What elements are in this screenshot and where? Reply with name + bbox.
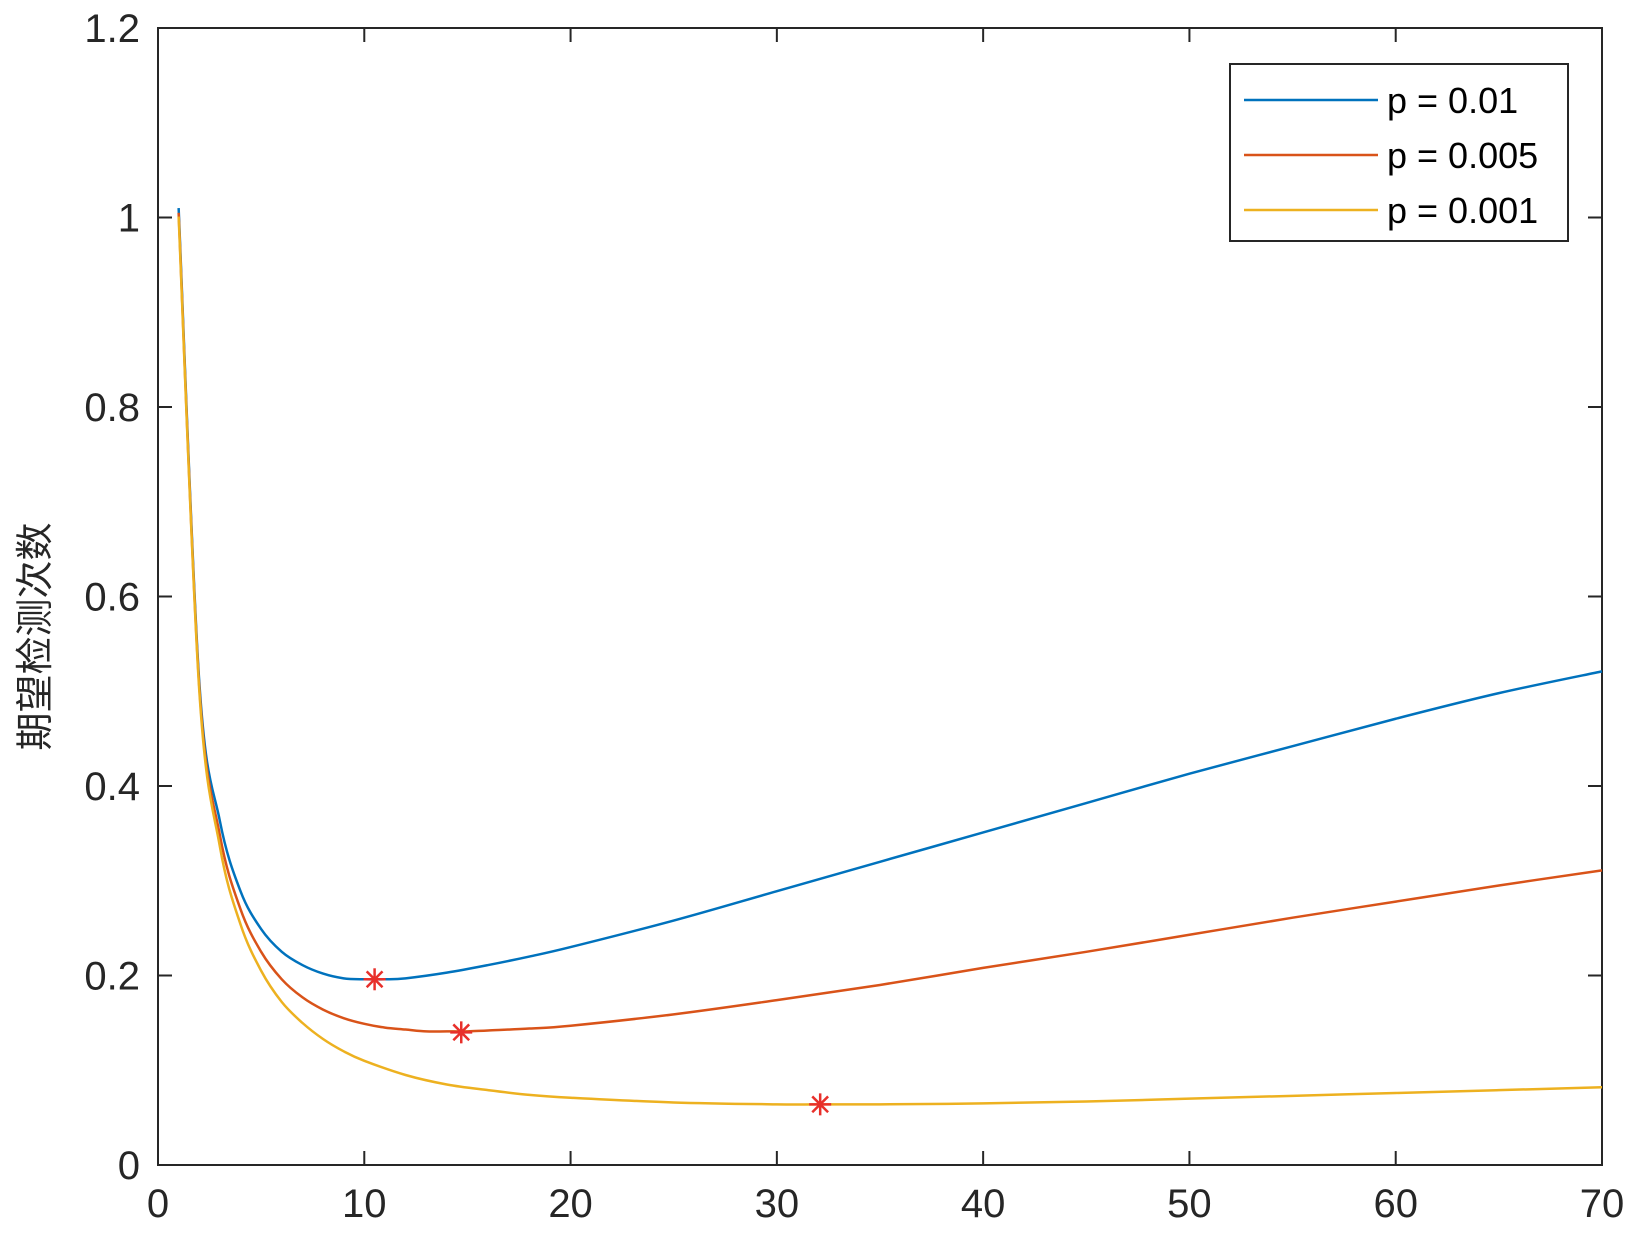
tick-labels: 0 10 20 30 40 50 60 70 0 0.2 0.4 0.6 0.8 1 1.2 xyxy=(84,7,1624,1226)
series-line-1 xyxy=(177,207,1603,981)
y-tick-label: 0 xyxy=(118,1144,140,1188)
x-tick-label: 30 xyxy=(755,1182,800,1226)
x-tick-label: 70 xyxy=(1580,1182,1625,1226)
legend-label-2: p = 0.005 xyxy=(1387,135,1538,176)
minimum-marker-3 xyxy=(809,1093,832,1116)
y-tick-label: 1.2 xyxy=(84,7,140,51)
legend: p = 0.01 p = 0.005 p = 0.001 xyxy=(1229,63,1569,242)
y-tick-label: 0.6 xyxy=(84,576,140,620)
y-axis-label: 期望检测次数 xyxy=(13,522,57,750)
minimum-marker-2 xyxy=(450,1021,473,1044)
x-tick-label: 0 xyxy=(147,1182,169,1226)
y-tick-label: 0.2 xyxy=(84,955,140,999)
minimum-markers xyxy=(363,968,832,1116)
x-tick-label: 40 xyxy=(961,1182,1006,1226)
legend-label-1: p = 0.01 xyxy=(1387,80,1518,121)
series-line-3 xyxy=(177,216,1603,1106)
minimum-marker-1 xyxy=(363,968,386,991)
x-tick-label: 20 xyxy=(548,1182,593,1226)
legend-label-3: p = 0.001 xyxy=(1387,190,1538,231)
asterisk-stroke xyxy=(452,1023,471,1042)
asterisk-stroke xyxy=(811,1095,829,1114)
y-tick-label: 0.4 xyxy=(84,765,140,809)
x-tick-label: 50 xyxy=(1167,1182,1212,1226)
y-tick-label: 1 xyxy=(118,197,140,241)
axes xyxy=(157,27,1603,1166)
y-tick-label: 0.8 xyxy=(84,386,140,430)
x-tick-label: 60 xyxy=(1373,1182,1418,1226)
legend-box xyxy=(1229,63,1569,242)
asterisk-stroke xyxy=(365,970,384,989)
x-tick-label: 10 xyxy=(342,1182,387,1226)
